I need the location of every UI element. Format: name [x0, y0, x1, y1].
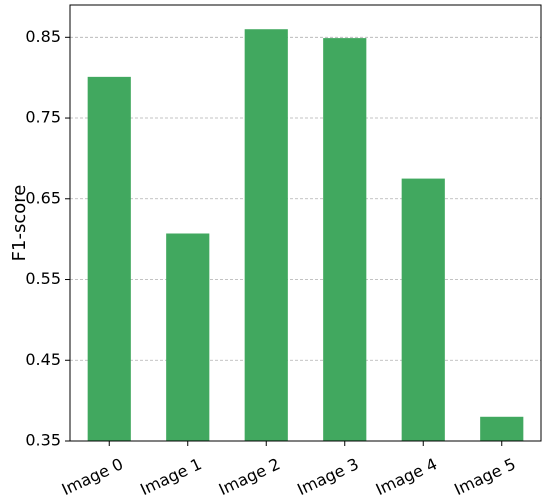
y-tick-label: 0.75: [25, 108, 61, 127]
bar-image-1: [166, 233, 210, 441]
bar-image-2: [244, 29, 288, 441]
y-tick-label: 0.85: [25, 27, 61, 46]
bars: [87, 29, 524, 442]
x-tick-label: Image 5: [451, 454, 518, 499]
bar-image-3: [323, 38, 367, 442]
grid-lines: [70, 36, 541, 361]
bar-image-5: [480, 416, 524, 441]
x-tick-label: Image 1: [137, 454, 204, 499]
y-tick-label: 0.45: [25, 350, 61, 369]
y-axis-ticks: 0.35 0.45 0.55 0.65 0.75 0.85: [25, 27, 70, 450]
bar-image-4: [401, 178, 445, 441]
y-tick-label: 0.65: [25, 188, 61, 207]
y-tick-label: 0.35: [25, 431, 61, 450]
bar-image-0: [87, 76, 131, 442]
y-axis-label: F1-score: [9, 185, 30, 262]
plot-frame: [69, 4, 542, 442]
y-tick-label: 0.55: [25, 269, 61, 288]
x-tick-label: Image 2: [216, 454, 283, 499]
x-tick-label: Image 0: [59, 454, 126, 499]
x-tick-label: Image 4: [373, 454, 440, 499]
x-axis-ticks: Image 0 Image 1 Image 2 Image 3 Image 4 Image…: [59, 441, 519, 499]
x-tick-label: Image 3: [294, 454, 361, 499]
